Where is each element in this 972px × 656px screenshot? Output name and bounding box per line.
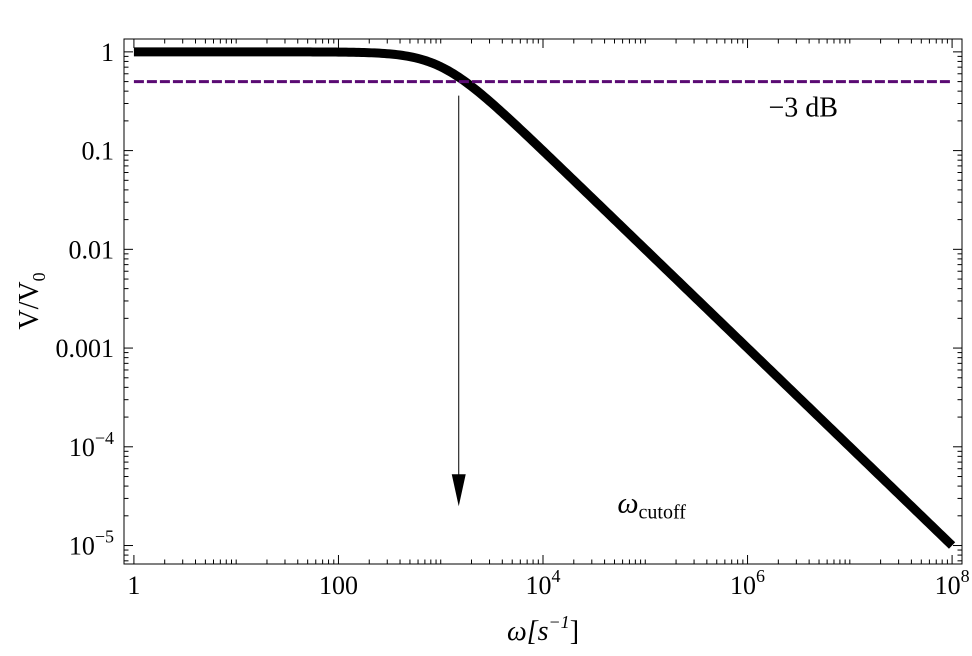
y-tick-label-base: 10 [69,532,95,561]
y-axis-title: V/V0 [14,272,49,329]
y-tick-label-sup: −5 [95,527,114,547]
x-tick-label-base: 10 [935,571,961,600]
ticks [124,39,962,564]
x-axis-title-end: ] [570,616,579,647]
y-tick-label: 0.01 [69,235,115,264]
y-tick-label: 10−5 [69,527,114,561]
x-axis-title-base: ω[s [507,616,549,647]
x-tick-label: 100 [319,571,358,600]
y-tick-label-base: 0.1 [82,137,115,166]
x-axis-title: ω[s−1] [507,612,579,647]
marks [131,47,956,549]
y-tick-label-base: 0.01 [69,235,115,264]
x-axis-title-sup: −1 [549,612,570,632]
omega-cutoff-label: ωcutoff [617,486,686,523]
y-tick-label: 1 [101,38,114,67]
y-axis-title-sub: 0 [29,272,49,281]
y-tick-label-sup: −4 [95,428,114,448]
omega-cutoff-label-sub: cutoff [639,501,687,523]
minus-3db-label: −3 dB [768,92,837,123]
y-axis-title-text: V/V [14,281,45,329]
x-tick-label-base: 10 [730,571,756,600]
y-tick-label: 0.1 [82,137,115,166]
y-tick-label-base: 1 [101,38,114,67]
x-tick-label-sup: 6 [756,566,765,586]
x-tick-label-base: 100 [319,571,358,600]
x-tick-label-sup: 8 [961,566,970,586]
x-tick-label-base: 1 [127,571,140,600]
x-tick-label-sup: 4 [552,566,561,586]
x-tick-label: 1 [127,571,140,600]
response-curve [131,47,956,549]
omega-cutoff-label-base: ω [617,486,638,519]
y-tick-label-base: 10 [69,433,95,462]
x-tick-label-base: 10 [526,571,552,600]
x-tick-label: 104 [526,566,561,600]
y-tick-label: 10−4 [69,428,114,462]
y-tick-label: 0.001 [56,334,115,363]
y-tick-label-base: 0.001 [56,334,115,363]
annotations: −3 dB ωcutoff [451,92,838,523]
x-tick-label: 108 [935,566,970,600]
cutoff-arrowhead [451,474,466,507]
x-tick-label: 106 [730,566,765,600]
